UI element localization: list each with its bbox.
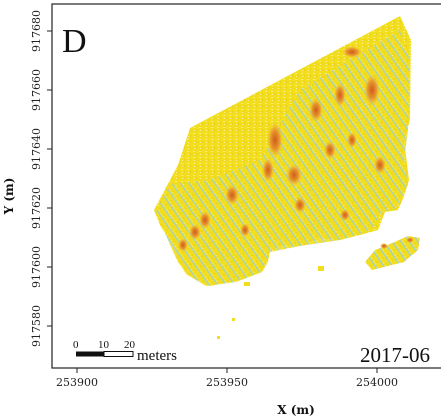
y-axis-title: Y (m) — [2, 178, 16, 216]
x-axis: 253900 253950 254000 — [56, 368, 398, 389]
y-tick-label: 917600 — [30, 246, 43, 288]
date-label: 2017-06 — [360, 343, 430, 367]
y-tick-label: 917580 — [30, 305, 43, 347]
y-tick-label: 917660 — [30, 69, 43, 111]
x-tick-label: 253900 — [56, 376, 98, 389]
y-axis: 917580 917600 917620 917640 917660 917680 — [30, 10, 52, 347]
hot-spots — [178, 46, 386, 252]
map-area — [154, 16, 420, 339]
y-tick-label: 917620 — [30, 187, 43, 229]
scale-label-20: 20 — [124, 339, 136, 351]
y-tick-label: 917640 — [30, 128, 43, 170]
x-tick-label: 253950 — [206, 376, 248, 389]
scale-unit: meters — [137, 348, 177, 364]
terrain-textured — [156, 30, 410, 286]
panel-letter: D — [62, 23, 87, 60]
scale-bar: 0 10 20 meters — [73, 339, 177, 364]
scale-label-10: 10 — [98, 339, 110, 351]
terrain-small-patches — [217, 236, 420, 339]
scale-label-0: 0 — [73, 339, 79, 351]
x-tick-label: 254000 — [356, 376, 398, 389]
plot-frame — [51, 3, 441, 369]
x-axis-title: X (m) — [277, 403, 315, 417]
y-tick-label: 917680 — [30, 10, 43, 52]
